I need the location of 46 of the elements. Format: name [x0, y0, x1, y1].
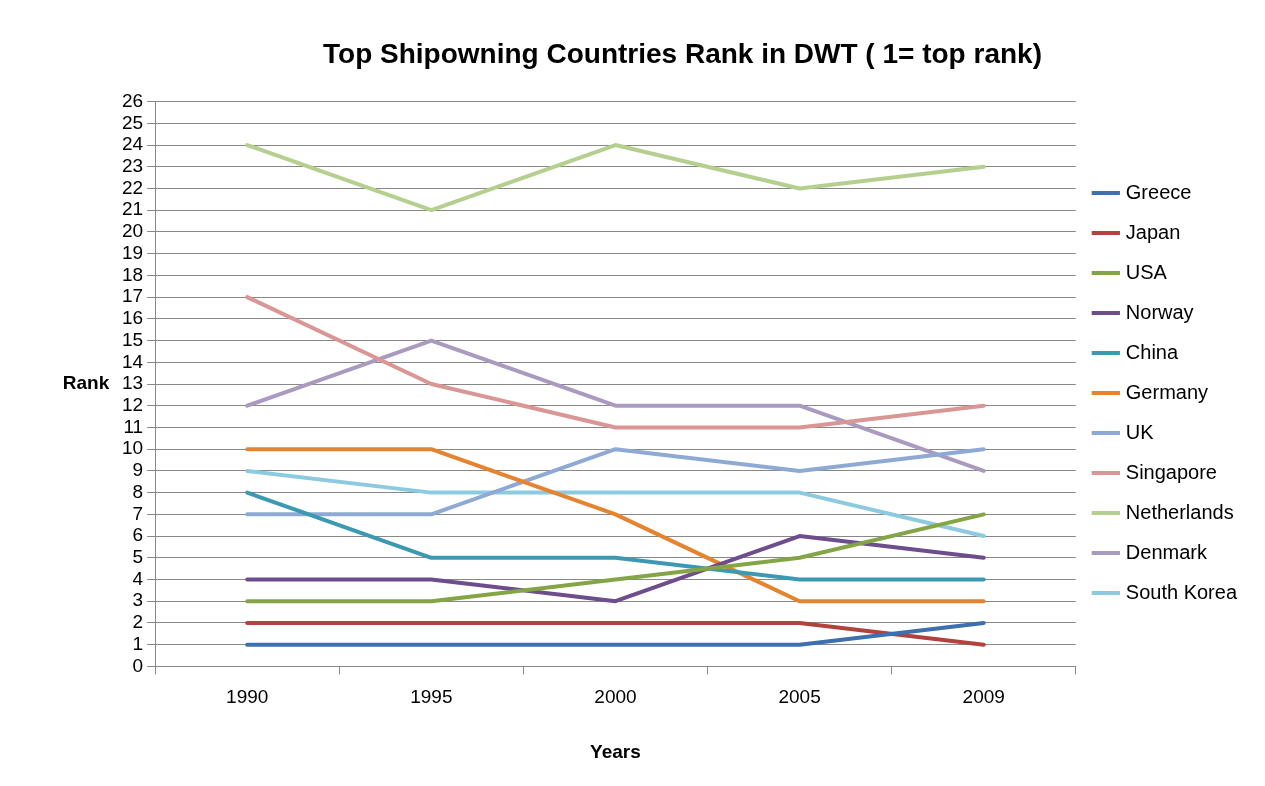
y-tick-label: 7 [132, 502, 144, 524]
y-tick-label: 15 [121, 328, 144, 350]
y-tick-label: 12 [121, 393, 144, 415]
legend-label: USA [1125, 260, 1168, 283]
x-tick-label: 2000 [594, 686, 637, 708]
y-tick-label: 1 [132, 632, 144, 654]
legend-label: Denmark [1125, 540, 1208, 563]
legend-label: Greece [1125, 180, 1192, 203]
y-tick-label: 18 [121, 263, 144, 285]
y-tick-label: 8 [132, 480, 144, 502]
y-tick-label: 9 [132, 459, 144, 481]
y-tick-label: 0 [132, 654, 144, 676]
y-tick-label: 26 [121, 89, 144, 111]
legend-label: UK [1125, 420, 1155, 443]
y-tick-label: 13 [121, 372, 144, 394]
y-tick-label: 2 [132, 611, 144, 633]
y-tick-label: 3 [132, 589, 144, 611]
x-tick-label: 2009 [962, 686, 1005, 708]
chart-title: Top Shipowning Countries Rank in DWT ( 1= top rank) [323, 37, 1042, 69]
y-tick-label: 16 [121, 307, 144, 329]
legend-label: China [1125, 340, 1179, 363]
y-tick-label: 4 [132, 567, 144, 589]
y-tick-label: 21 [121, 198, 144, 220]
y-tick-label: 20 [121, 220, 144, 242]
legend-label: Norway [1125, 300, 1194, 323]
y-tick-label: 6 [132, 524, 144, 546]
y-tick-label: 17 [121, 285, 144, 307]
y-tick-label: 25 [121, 111, 144, 133]
x-tick-label: 2005 [778, 686, 821, 708]
y-tick-label: 22 [121, 176, 144, 198]
x-tick-label: 1990 [226, 686, 269, 708]
y-tick-label: 10 [121, 437, 144, 459]
legend-label: Japan [1125, 220, 1181, 243]
y-tick-label: 23 [121, 155, 144, 176]
y-tick-label: 14 [121, 350, 144, 372]
legend-label: Germany [1125, 380, 1209, 403]
legend-label: South Korea [1125, 580, 1238, 603]
legend-label: Singapore [1125, 460, 1217, 483]
y-tick-label: 24 [121, 133, 144, 155]
y-tick-label: 11 [123, 415, 144, 437]
x-tick-label: 1995 [410, 686, 453, 708]
y-tick-label: 5 [132, 546, 144, 568]
y-axis-title: Rank [62, 372, 110, 394]
legend-label: Netherlands [1125, 500, 1234, 523]
x-axis-title: Years [590, 740, 641, 762]
y-tick-label: 19 [121, 241, 144, 263]
